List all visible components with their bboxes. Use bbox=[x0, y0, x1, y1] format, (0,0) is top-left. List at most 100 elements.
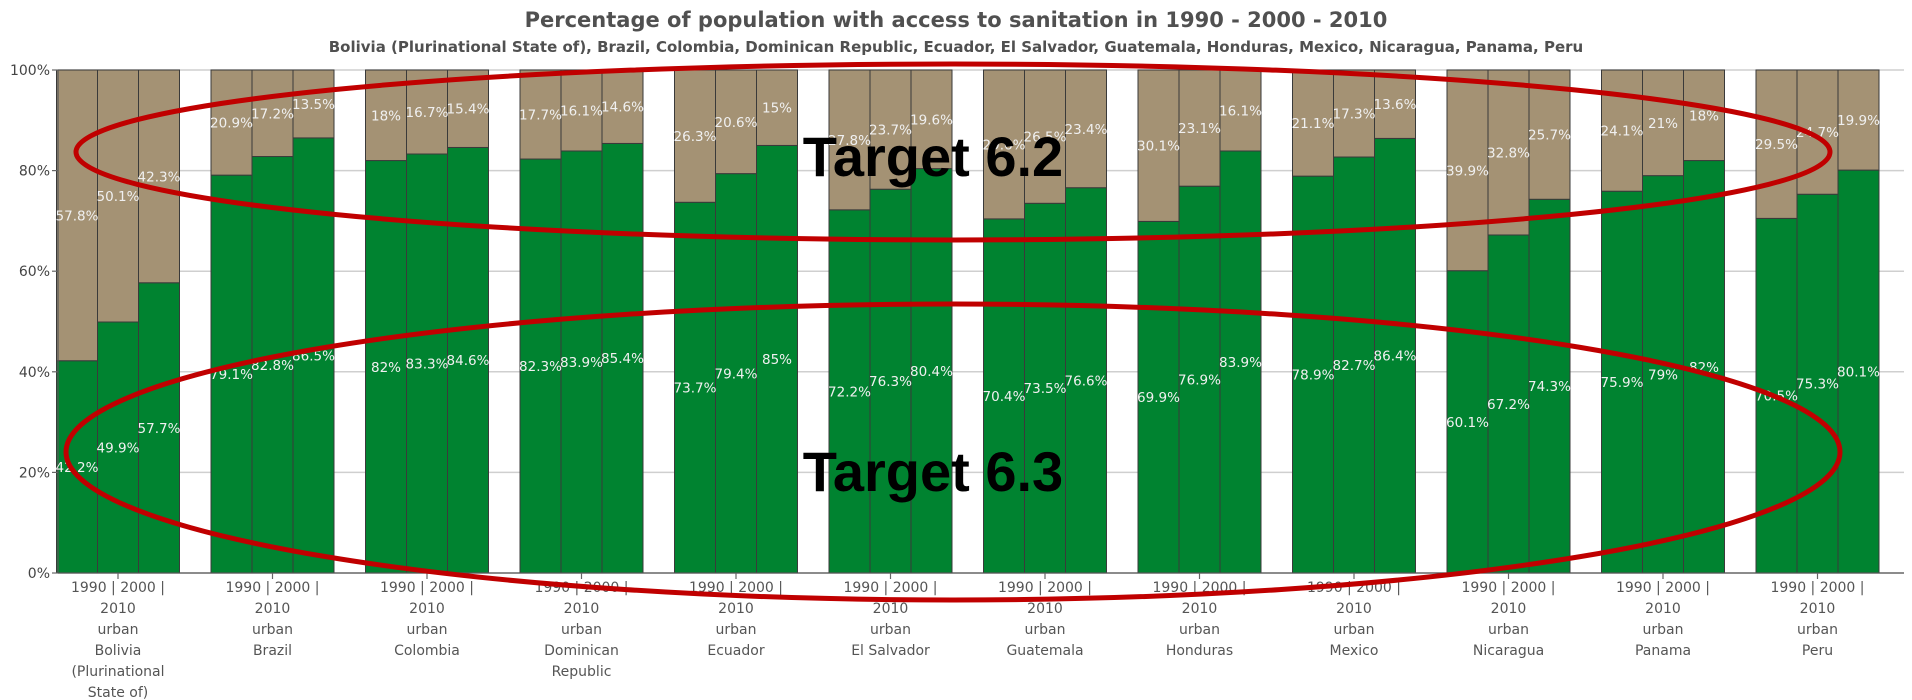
x-tick-label-line: 2010 bbox=[1182, 601, 1218, 617]
target-label: Target 6.2 bbox=[803, 125, 1063, 188]
x-tick-label: 1990 | 2000 | 2010 urban Brazil bbox=[225, 580, 319, 659]
x-tick-label-line: Dominican bbox=[544, 643, 619, 659]
bar-segment-green bbox=[1333, 156, 1375, 574]
bar-segment-green bbox=[1137, 220, 1180, 574]
data-label-green: 83.9% bbox=[560, 355, 603, 371]
x-tick-label: 1990 | 2000 | 2010 urban Dominican Republic bbox=[534, 580, 628, 680]
x-tick-label-line: Panama bbox=[1635, 643, 1691, 659]
data-label-tan: 13.6% bbox=[1374, 97, 1417, 113]
x-tick-label-line: Guatemala bbox=[1006, 643, 1083, 659]
bar-group bbox=[365, 69, 489, 574]
x-tick-label: 1990 | 2000 | 2010 urban Panama bbox=[1616, 580, 1710, 659]
data-label-tan: 16.1% bbox=[1219, 103, 1262, 119]
data-label-green: 80.1% bbox=[1837, 365, 1880, 381]
x-tick-label-line: State of) bbox=[88, 685, 148, 700]
bar-segment-tan bbox=[715, 69, 757, 175]
x-tick-label-line: Peru bbox=[1802, 643, 1833, 659]
x-tick-label-line: 2010 bbox=[255, 601, 291, 617]
x-tick-label-line: 2010 bbox=[1027, 601, 1063, 617]
bar-segment-green bbox=[560, 150, 603, 574]
bar-segment-tan bbox=[983, 69, 1025, 220]
bar-segment-tan bbox=[1374, 69, 1416, 139]
data-labels: 42.2%57.8%49.9%50.1%57.7%42.3%79.1%20.9%… bbox=[56, 97, 1881, 476]
x-tick-label-line: 2010 bbox=[1491, 601, 1527, 617]
x-tick-label-line: 1990 | 2000 | bbox=[71, 580, 165, 596]
data-label-tan: 42.3% bbox=[138, 169, 181, 185]
data-label-tan: 19.6% bbox=[910, 112, 953, 128]
data-label-green: 78.9% bbox=[1292, 368, 1335, 384]
y-tick-label: 100% bbox=[10, 63, 50, 79]
data-label-tan: 23.1% bbox=[1178, 121, 1221, 137]
bar-segment-green bbox=[1374, 137, 1416, 574]
x-tick-label-line: urban bbox=[870, 622, 911, 638]
x-tick-label-line: urban bbox=[1334, 622, 1375, 638]
x-tick-label-line: 2010 bbox=[873, 601, 909, 617]
x-tick-label-line: Brazil bbox=[253, 643, 292, 659]
x-tick-label-line: 1990 | 2000 | bbox=[225, 580, 319, 596]
data-label-green: 85% bbox=[762, 352, 792, 368]
bar-segment-tan bbox=[447, 69, 489, 148]
bar-segment-tan bbox=[910, 69, 953, 170]
bar-segment-tan bbox=[138, 69, 180, 284]
x-tick-label-line: Honduras bbox=[1166, 643, 1233, 659]
data-label-tan: 21.1% bbox=[1292, 116, 1335, 132]
bar-segment-green bbox=[983, 218, 1025, 574]
data-label-tan: 20.6% bbox=[715, 115, 758, 131]
bar-segment-tan bbox=[1755, 69, 1798, 219]
bar-segment-tan bbox=[210, 69, 253, 176]
data-label-green: 82.3% bbox=[519, 359, 562, 375]
data-label-tan: 17.7% bbox=[519, 108, 562, 124]
data-label-green: 82.7% bbox=[1333, 358, 1376, 374]
target-ellipse bbox=[73, 61, 1833, 243]
x-tick-label-line: 1990 | 2000 | bbox=[1770, 580, 1864, 596]
bar-segment-green bbox=[1446, 270, 1489, 574]
data-label-tan: 24.7% bbox=[1796, 125, 1839, 141]
x-tick-label-line: 2010 bbox=[1800, 601, 1836, 617]
bar-segment-tan bbox=[251, 69, 294, 158]
data-label-green: 83.3% bbox=[406, 357, 449, 373]
x-tick-label-line: Bolivia bbox=[95, 643, 142, 659]
x-tick-label-line: 2010 bbox=[718, 601, 754, 617]
x-tick-label: 1990 | 2000 | 2010 urban Ecuador bbox=[689, 580, 783, 659]
bar-segment-green bbox=[447, 146, 489, 574]
data-label-tan: 15.4% bbox=[447, 102, 490, 118]
x-tick-label-line: 2010 bbox=[1336, 601, 1372, 617]
x-tick-label: 1990 | 2000 | 2010 urban Honduras bbox=[1152, 580, 1246, 659]
bar-segment-tan bbox=[1487, 69, 1530, 236]
data-label-green: 57.7% bbox=[138, 421, 181, 437]
data-label-tan: 19.9% bbox=[1837, 113, 1880, 129]
x-tick-label: 1990 | 2000 | 2010 urban Bolivia (Plurinatio… bbox=[71, 580, 165, 700]
bar-group bbox=[1601, 69, 1725, 574]
x-tick-label-line: 1990 | 2000 | bbox=[1616, 580, 1710, 596]
bar-segment-green bbox=[1292, 175, 1334, 574]
data-label-tan: 25.7% bbox=[1528, 128, 1571, 144]
x-tick-label-line: (Plurinational bbox=[71, 664, 164, 680]
x-tick-label: 1990 | 2000 | 2010 urban Mexico bbox=[1307, 580, 1401, 659]
bar-group bbox=[56, 69, 180, 574]
bar-segment-green bbox=[1487, 234, 1530, 574]
data-label-tan: 18% bbox=[1689, 108, 1719, 124]
x-tick-label-line: El Salvador bbox=[851, 643, 930, 659]
data-label-green: 73.7% bbox=[674, 381, 717, 397]
bar-segment-tan bbox=[1837, 69, 1880, 171]
x-tick-label-line: 1990 | 2000 | bbox=[380, 580, 474, 596]
x-tick-label-line: Mexico bbox=[1330, 643, 1379, 659]
data-label-tan: 15% bbox=[762, 101, 792, 117]
x-tick-label-line: Republic bbox=[552, 664, 612, 680]
x-tick-label-line: Colombia bbox=[394, 643, 460, 659]
data-label-tan: 29.5% bbox=[1755, 137, 1798, 153]
target-label: Target 6.3 bbox=[803, 440, 1063, 503]
x-tick-label-line: 1990 | 2000 | bbox=[998, 580, 1092, 596]
data-label-tan: 13.5% bbox=[292, 97, 335, 113]
bar-segment-tan bbox=[1292, 69, 1334, 177]
x-tick-label-line: urban bbox=[1797, 622, 1838, 638]
data-label-green: 79% bbox=[1648, 367, 1678, 383]
chart-title: Percentage of population with access to … bbox=[525, 8, 1388, 32]
data-label-tan: 23.7% bbox=[869, 123, 912, 139]
bar-segment-green bbox=[365, 160, 407, 574]
bar-segment-tan bbox=[1333, 69, 1375, 158]
data-label-green: 83.9% bbox=[1219, 355, 1262, 371]
bar-group bbox=[828, 69, 953, 574]
x-tick-label-line: 1990 | 2000 | bbox=[843, 580, 937, 596]
chart-subtitle: Bolivia (Plurinational State of), Brazil… bbox=[329, 38, 1583, 56]
